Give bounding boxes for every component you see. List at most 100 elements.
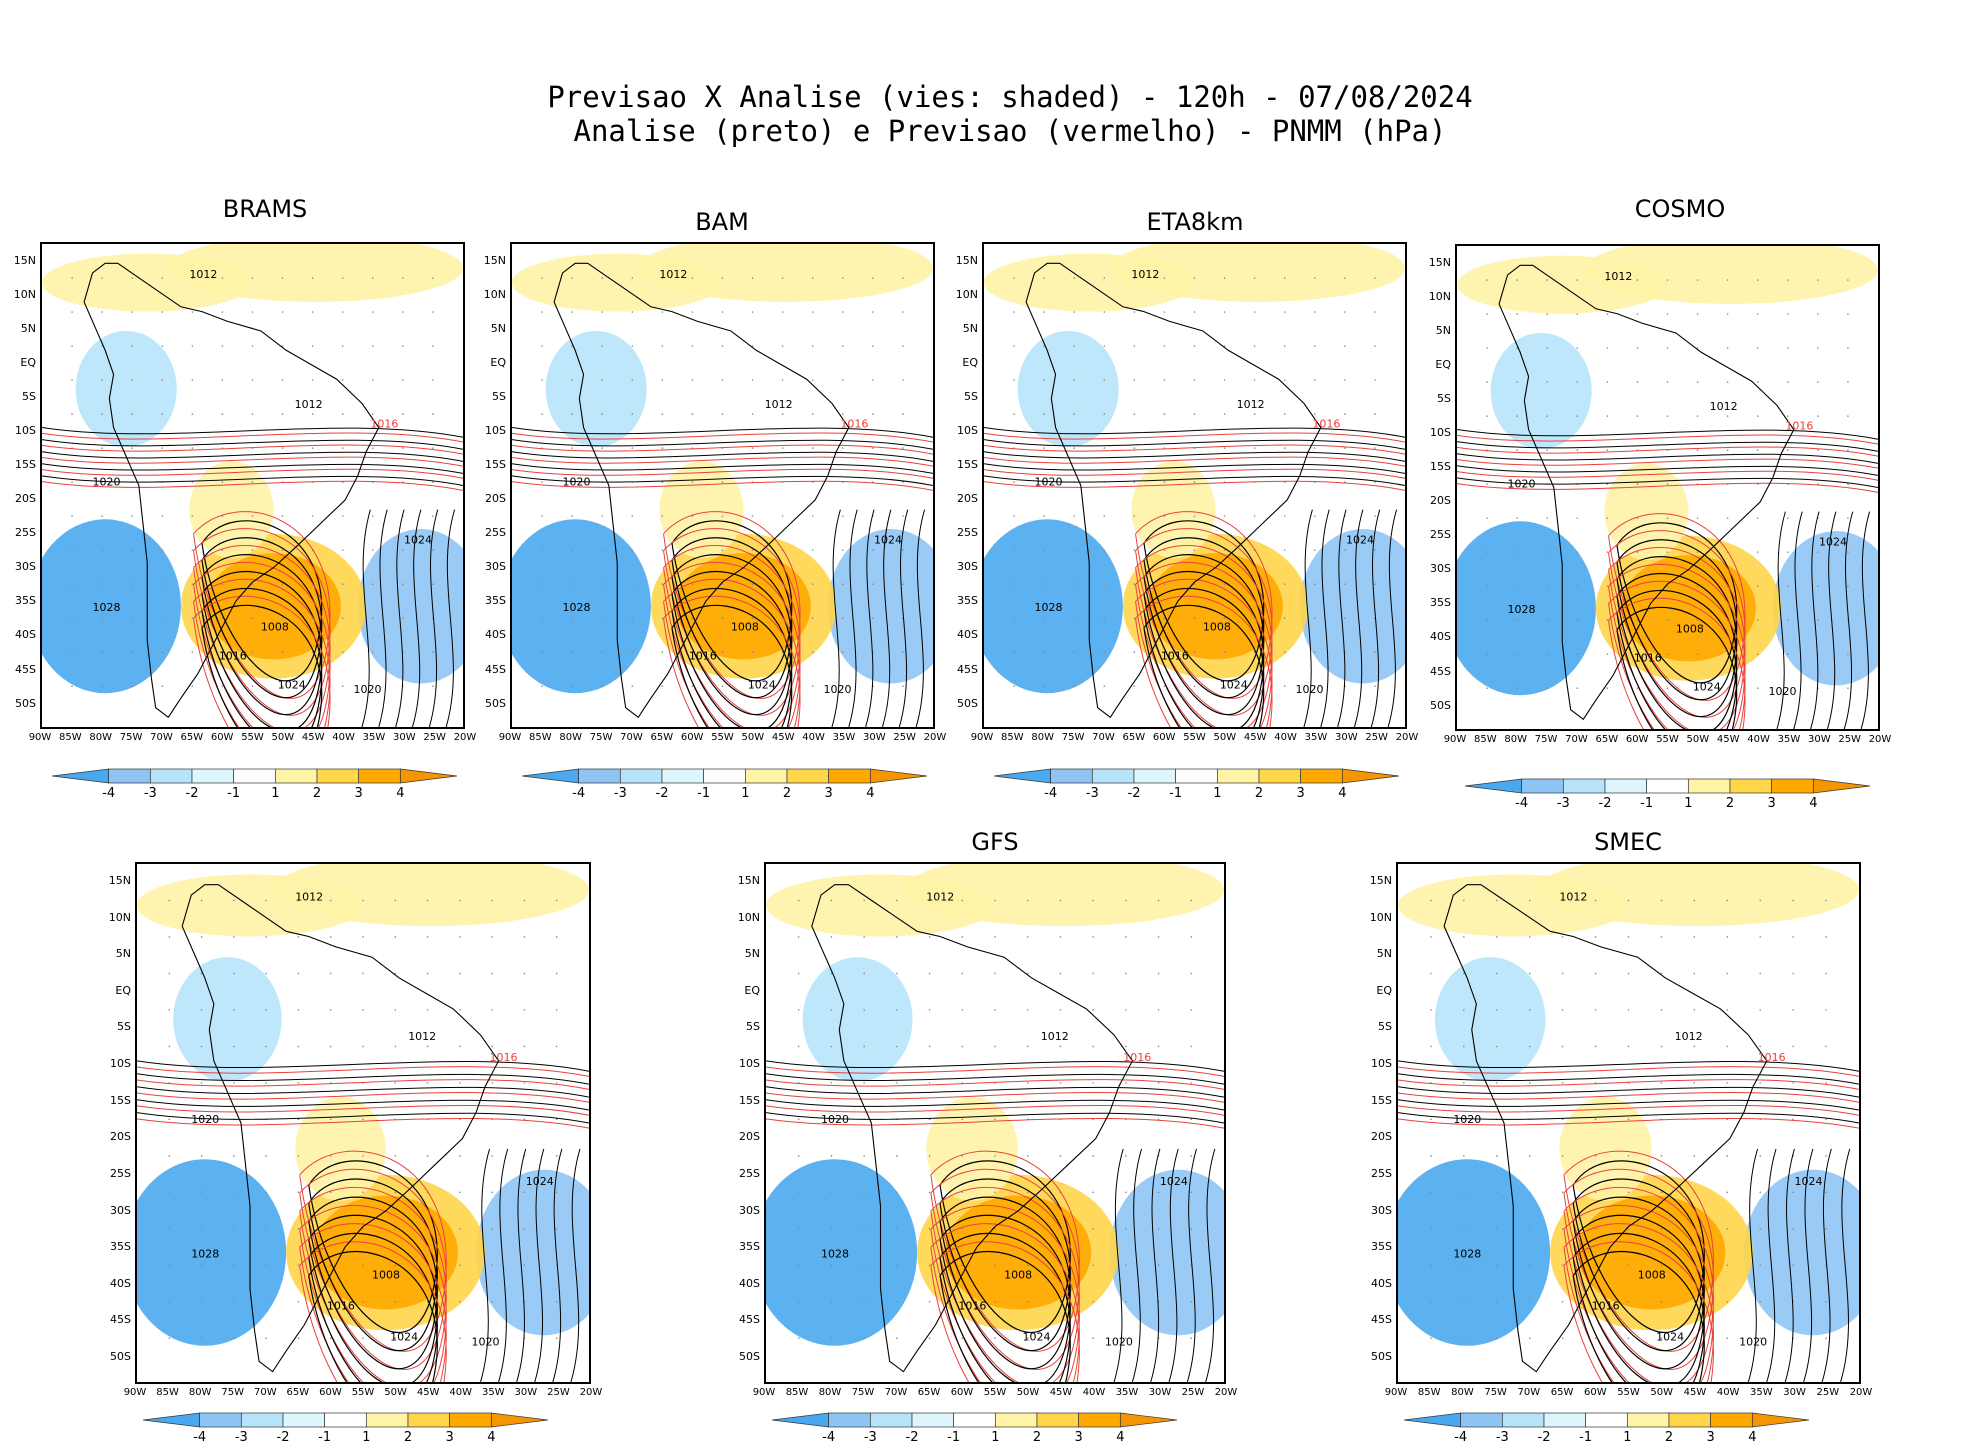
colorbar-label: -4 bbox=[1515, 796, 1529, 811]
lon-label: 65W bbox=[180, 732, 204, 743]
isobar-label: 1012 bbox=[1675, 1030, 1703, 1043]
lat-label: 30S bbox=[957, 560, 978, 574]
analysis-isobar bbox=[984, 439, 1405, 450]
lat-label: 15N bbox=[737, 874, 760, 887]
colorbar-label: 3 bbox=[445, 1430, 454, 1445]
bias-shade-2 bbox=[75, 330, 177, 447]
analysis-isobar bbox=[516, 1148, 527, 1382]
lat-label: 45S bbox=[739, 1313, 760, 1327]
analysis-isobar bbox=[1353, 509, 1364, 727]
lon-label: 30W bbox=[1148, 1387, 1172, 1398]
forecast-isobar bbox=[766, 1066, 1224, 1077]
bias-shade-4 bbox=[1299, 528, 1405, 684]
colorbar-swatch bbox=[661, 768, 705, 784]
analysis-isobar bbox=[1131, 1148, 1143, 1382]
colorbar-swatch bbox=[399, 768, 458, 784]
colorbar-label: 4 bbox=[1748, 1430, 1757, 1445]
lat-label: 10S bbox=[485, 424, 506, 438]
colorbar-swatches bbox=[1403, 1412, 1810, 1428]
isobar-label: 1024 bbox=[404, 533, 432, 546]
forecast-isobar bbox=[1457, 434, 1878, 445]
isobar-label: 1008 bbox=[1004, 1268, 1032, 1281]
lon-label: 85W bbox=[156, 1387, 179, 1398]
lon-label: 60W bbox=[1152, 732, 1176, 743]
forecast-isobar bbox=[42, 480, 463, 491]
isobar-label: 1020 bbox=[1508, 478, 1536, 491]
bias-shade-2 bbox=[1490, 332, 1592, 449]
forecast-isobar bbox=[1563, 1241, 1714, 1382]
forecast-isobar bbox=[1563, 1205, 1714, 1382]
forecast-isobar bbox=[42, 456, 463, 467]
bias-shade-4 bbox=[357, 528, 463, 684]
lat-label: 10S bbox=[15, 424, 36, 438]
lat-label: 10N bbox=[1369, 910, 1392, 924]
lat-label: 40S bbox=[739, 1276, 760, 1290]
analysis-isobar bbox=[201, 554, 323, 716]
lon-label: 65W bbox=[1595, 734, 1619, 745]
lon-label: 20W bbox=[453, 732, 477, 743]
lon-label: 75W bbox=[221, 1387, 245, 1398]
colorbar-swatch bbox=[994, 1412, 1038, 1428]
analysis-isobar bbox=[939, 1214, 1071, 1382]
map-frame-bam: 1012 1012 1016 1020 1024 1008 1016 1028 1024 1020 bbox=[510, 242, 935, 729]
lon-label: 25W bbox=[1838, 734, 1861, 745]
colorbar-label: -2 bbox=[276, 1430, 290, 1445]
colorbar-bam: -4 -3 -2 -1 1 2 3 4 bbox=[521, 768, 928, 804]
analysis-isobar bbox=[201, 604, 323, 727]
isobar-label: 1012 bbox=[926, 890, 954, 903]
lat-label: 10N bbox=[108, 910, 131, 924]
colorbar-swatch bbox=[1460, 1412, 1503, 1428]
bias-shade-4 bbox=[1772, 530, 1878, 686]
isobar-label: 1024 bbox=[1160, 1175, 1188, 1188]
isobar-label: 1020 bbox=[93, 476, 121, 489]
lon-label: 45W bbox=[416, 1387, 440, 1398]
forecast-isobar bbox=[512, 456, 933, 467]
isobar-label: 1024 bbox=[1220, 678, 1248, 691]
forecast-isobar bbox=[512, 468, 933, 479]
forecast-isobar bbox=[1457, 482, 1878, 493]
colorbar-swatch bbox=[1300, 768, 1343, 784]
analysis-isobar bbox=[1826, 511, 1837, 729]
lon-label: 30W bbox=[514, 1387, 538, 1398]
colorbar-label: -2 bbox=[1598, 796, 1612, 811]
forecast-isobar bbox=[930, 1223, 1080, 1382]
isobar-label: 1016 bbox=[1312, 418, 1340, 431]
colorbar-label: 1 bbox=[1213, 786, 1222, 801]
analysis-isobar bbox=[831, 509, 841, 727]
analysis-isobar bbox=[42, 439, 463, 450]
lat-label: EQ bbox=[962, 356, 978, 370]
colorbar-swatch bbox=[449, 1412, 492, 1428]
analysis-isobar bbox=[1150, 1148, 1161, 1382]
lon-label: 35W bbox=[1304, 732, 1328, 743]
analysis-isobar bbox=[1143, 587, 1265, 727]
lat-label: 50S bbox=[15, 696, 36, 710]
colorbar-swatch bbox=[828, 768, 871, 784]
colorbar-swatches bbox=[993, 768, 1400, 784]
lat-label: 10S bbox=[739, 1057, 760, 1071]
colorbar-swatch bbox=[1626, 1412, 1670, 1428]
colorbar-label: -1 bbox=[318, 1430, 332, 1445]
lon-label: 60W bbox=[1583, 1387, 1607, 1398]
lat-label: 10S bbox=[957, 424, 978, 438]
lat-label: EQ bbox=[1376, 983, 1392, 997]
analysis-isobar bbox=[1370, 509, 1381, 727]
analysis-isobar bbox=[1205, 1148, 1216, 1382]
forecast-isobar bbox=[512, 432, 933, 443]
lon-label: 55W bbox=[1183, 732, 1206, 743]
lat-label: 5S bbox=[117, 1020, 131, 1034]
bias-shade-3 bbox=[137, 1159, 287, 1346]
isobar-label: 1012 bbox=[765, 398, 793, 411]
forecast-isobar bbox=[193, 595, 331, 727]
forecast-isobar bbox=[984, 456, 1405, 467]
isobar-label: 1016 bbox=[958, 1299, 986, 1312]
analysis-isobar bbox=[1398, 1112, 1859, 1124]
bias-shade-4 bbox=[1109, 1169, 1224, 1336]
isobar-label: 1020 bbox=[1453, 1113, 1481, 1126]
analysis-isobar bbox=[1616, 589, 1738, 729]
colorbar-swatch bbox=[1585, 1412, 1628, 1428]
lat-label: 20S bbox=[957, 492, 978, 506]
analysis-isobar bbox=[137, 1099, 589, 1111]
colorbar-swatch bbox=[828, 1412, 871, 1428]
panel-title-bam: BAM bbox=[695, 208, 749, 236]
lon-label: 40W bbox=[1274, 732, 1297, 743]
